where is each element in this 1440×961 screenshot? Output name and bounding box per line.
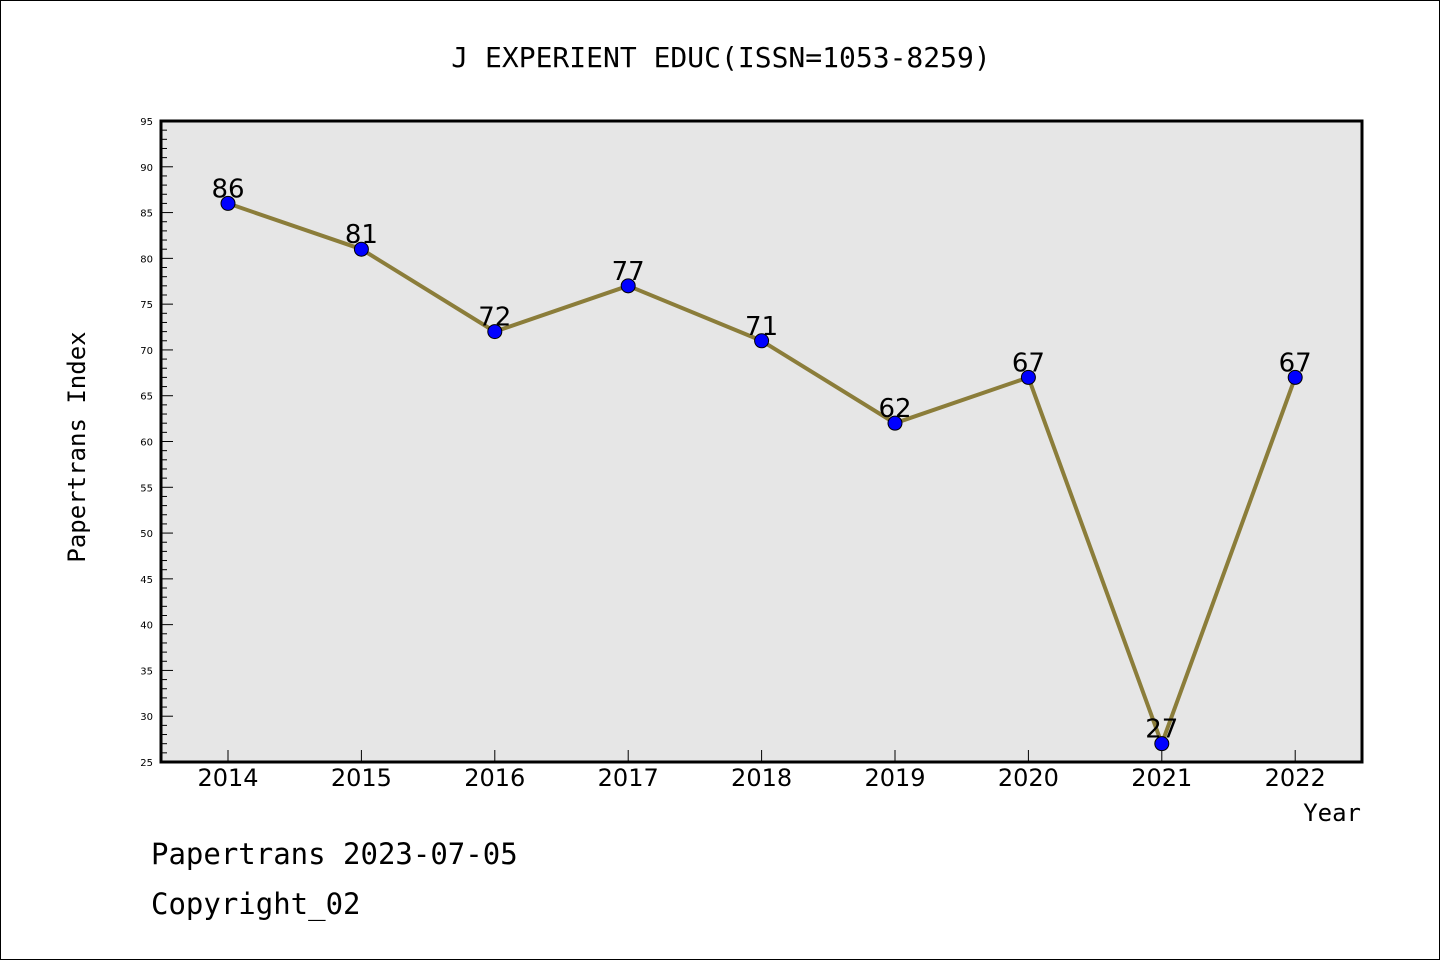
x-tick-label: 2020 xyxy=(998,764,1059,792)
y-tick-label: 65 xyxy=(140,392,153,403)
data-point xyxy=(1020,369,1036,385)
data-point xyxy=(887,415,903,431)
data-label: 72 xyxy=(478,303,511,333)
x-tick-label: 2021 xyxy=(1131,764,1192,792)
data-label: 81 xyxy=(345,220,378,250)
data-label: 86 xyxy=(211,174,244,204)
x-tick-label: 2015 xyxy=(331,764,392,792)
y-tick-label: 35 xyxy=(140,666,153,677)
x-tick-label: 2018 xyxy=(731,764,792,792)
footer-date: Papertrans 2023-07-05 xyxy=(151,837,518,871)
series-group: 86 81 72 77 71 62 67 27 67 xyxy=(211,174,1312,752)
data-point xyxy=(353,241,369,257)
x-tick-label: 2019 xyxy=(864,764,925,792)
plot-border xyxy=(159,119,1364,764)
y-tick-label: 85 xyxy=(140,209,153,220)
x-axis: 2014 2015 2016 2017 2018 2019 2020 2021 2022 xyxy=(197,750,1326,792)
y-tick-label: 95 xyxy=(140,117,153,128)
data-label: 71 xyxy=(745,312,778,342)
x-tick-label: 2017 xyxy=(598,764,659,792)
y-axis-title: Papertrans Index xyxy=(63,331,91,562)
y-tick-label: 40 xyxy=(140,621,153,632)
x-tick-label: 2016 xyxy=(464,764,525,792)
data-point xyxy=(487,324,503,340)
data-label: 67 xyxy=(1279,348,1312,378)
y-tick-label: 60 xyxy=(140,438,153,449)
data-label: 67 xyxy=(1012,348,1045,378)
y-tick-label: 45 xyxy=(140,575,153,586)
y-tick-label: 70 xyxy=(140,346,153,357)
y-tick-label: 75 xyxy=(140,300,153,311)
data-point xyxy=(1287,369,1303,385)
x-tick-label: 2014 xyxy=(197,764,258,792)
y-tick-label: 80 xyxy=(140,254,153,265)
data-point xyxy=(220,195,236,211)
data-label: 77 xyxy=(612,257,645,287)
data-label: 62 xyxy=(878,394,911,424)
y-tick-label: 55 xyxy=(140,483,153,494)
data-label: 27 xyxy=(1145,715,1178,745)
x-axis-title: Year xyxy=(1303,799,1361,827)
data-point xyxy=(754,333,770,349)
y-axis: 25 30 35 40 45 50 55 60 65 70 75 80 85 90 95 xyxy=(140,117,173,769)
y-tick-label: 30 xyxy=(140,712,153,723)
plot-area xyxy=(161,121,1362,762)
y-tick-label: 25 xyxy=(140,758,153,769)
data-point xyxy=(1154,736,1170,752)
footer-copyright: Copyright_02 xyxy=(151,887,361,921)
data-point xyxy=(620,278,636,294)
y-tick-label: 90 xyxy=(140,163,153,174)
y-tick-label: 50 xyxy=(140,529,153,540)
chart-title: J EXPERIENT EDUC(ISSN=1053-8259) xyxy=(451,41,990,74)
x-tick-label: 2022 xyxy=(1265,764,1326,792)
